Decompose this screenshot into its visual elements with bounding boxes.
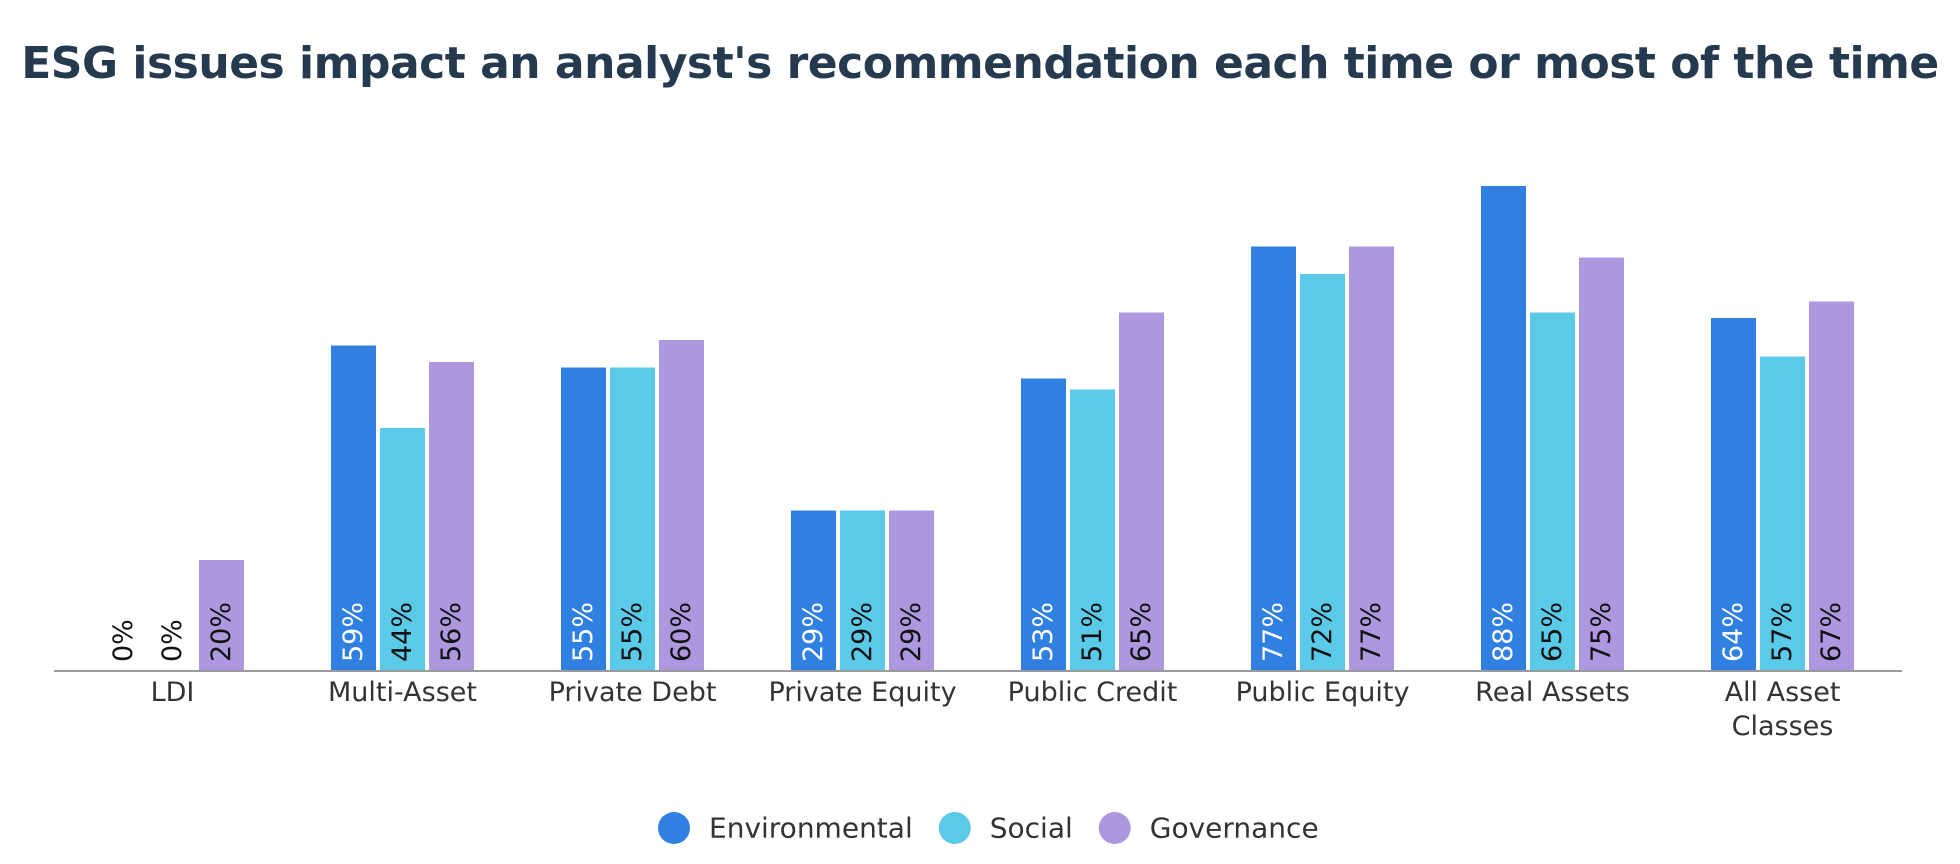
legend-swatch xyxy=(1098,812,1131,844)
bar-group-4: 53% 51% 65% xyxy=(1021,312,1164,670)
value-label: 65% xyxy=(1537,602,1568,662)
legend-label: Governance xyxy=(1150,812,1319,845)
legend-label: Environmental xyxy=(709,812,913,845)
bar-social-5 xyxy=(1300,274,1345,670)
bar-social-1 xyxy=(380,428,425,670)
chart-title: ESG issues impact an analyst's recommend… xyxy=(21,38,1939,89)
value-label: 0% xyxy=(157,619,188,662)
value-label: 29% xyxy=(847,602,878,662)
bar-group-6: 88% 65% 75% xyxy=(1481,186,1624,670)
value-label: 53% xyxy=(1028,602,1059,662)
x-tick-label: LDI xyxy=(151,677,195,708)
value-label: 44% xyxy=(387,602,418,662)
value-label: 56% xyxy=(436,602,467,662)
bar-environmental-6 xyxy=(1481,186,1526,670)
bar-governance-7 xyxy=(1809,301,1854,670)
x-tick-label: Private Debt xyxy=(549,677,717,708)
bar-governance-1 xyxy=(429,362,474,670)
value-label: 65% xyxy=(1126,602,1157,662)
bar-group-3: 29% 29% 29% xyxy=(791,510,934,670)
value-label: 67% xyxy=(1816,602,1847,662)
bar-environmental-7 xyxy=(1711,318,1756,670)
bar-social-4 xyxy=(1070,389,1115,670)
bar-environmental-2 xyxy=(561,367,606,670)
value-label: 55% xyxy=(617,602,648,662)
value-label: 64% xyxy=(1718,602,1749,662)
x-tick-label: Public Credit xyxy=(1008,677,1178,708)
value-label: 88% xyxy=(1488,602,1519,662)
value-label: 29% xyxy=(896,602,927,662)
value-label: 0% xyxy=(108,619,139,662)
bar-group-2: 55% 55% 60% xyxy=(561,340,704,670)
bar-social-6 xyxy=(1530,312,1575,670)
bar-social-7 xyxy=(1760,356,1805,670)
legend-swatch xyxy=(658,812,690,844)
bar-governance-3 xyxy=(889,510,934,670)
x-axis-ticks: LDI Multi-Asset Private Debt Private Equity… xyxy=(151,677,1841,742)
legend-item-governance: Governance xyxy=(1098,812,1319,845)
bar-social-3 xyxy=(840,510,885,670)
bar-governance-4 xyxy=(1119,312,1164,670)
bar-governance-6 xyxy=(1579,257,1624,670)
x-tick-label: Multi-Asset xyxy=(328,677,477,708)
bar-group-7: 64% 57% 67% xyxy=(1711,301,1854,670)
legend-item-environmental: Environmental xyxy=(658,812,913,845)
value-label: 55% xyxy=(568,602,599,662)
x-tick-label: Private Equity xyxy=(768,677,956,708)
legend-swatch xyxy=(938,812,971,844)
value-label: 57% xyxy=(1767,602,1798,662)
bar-governance-0 xyxy=(199,560,244,670)
bar-group-1: 59% 44% 56% xyxy=(331,345,474,670)
value-label: 20% xyxy=(206,602,237,662)
x-tick-label: Real Assets xyxy=(1475,677,1630,708)
value-label: 75% xyxy=(1586,602,1617,662)
legend-label: Social xyxy=(990,812,1073,845)
x-tick-label: All Asset Classes xyxy=(1725,677,1841,742)
bar-environmental-1 xyxy=(331,345,376,670)
value-label: 51% xyxy=(1077,602,1108,662)
bar-environmental-3 xyxy=(791,510,836,670)
bar-social-2 xyxy=(610,367,655,670)
value-label: 59% xyxy=(338,602,369,662)
bar-group-0: 0% 0% 20% xyxy=(108,560,244,670)
bar-governance-5 xyxy=(1349,246,1394,670)
value-label: 60% xyxy=(666,602,697,662)
value-label: 72% xyxy=(1307,602,1338,662)
legend-item-social: Social xyxy=(938,812,1073,845)
x-tick-label: Public Equity xyxy=(1236,677,1410,708)
bar-environmental-5 xyxy=(1251,246,1296,670)
value-label: 29% xyxy=(798,602,829,662)
bars-layer: 0% 0% 20% 59% 44% 56% 55% 55% 60% 29% 29% 29% 53% 51%… xyxy=(108,186,1854,670)
value-label: 77% xyxy=(1356,602,1387,662)
value-label: 77% xyxy=(1258,602,1289,662)
legend: Environmental Social Governance xyxy=(658,812,1319,845)
bar-governance-2 xyxy=(659,340,704,670)
bar-environmental-4 xyxy=(1021,378,1066,670)
bar-group-5: 77% 72% 77% xyxy=(1251,246,1394,670)
